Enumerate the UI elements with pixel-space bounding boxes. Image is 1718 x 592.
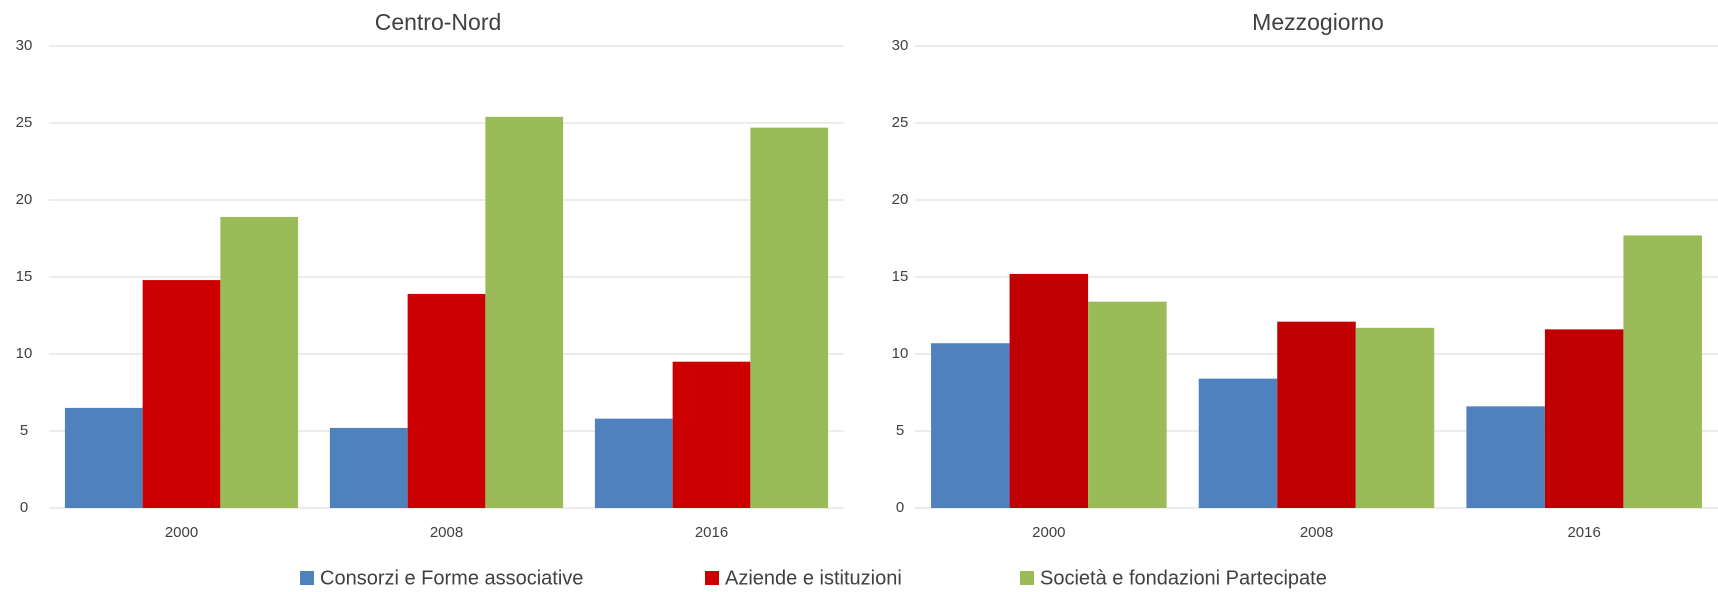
legend-label: Aziende e istituzioni bbox=[725, 567, 902, 589]
chart-title: Mezzogiorno bbox=[1252, 9, 1384, 35]
x-tick-label: 2008 bbox=[1300, 524, 1333, 541]
y-tick-label: 25 bbox=[892, 114, 909, 131]
x-tick-label: 2008 bbox=[430, 524, 463, 541]
bar bbox=[1088, 302, 1167, 508]
bar bbox=[1623, 235, 1702, 508]
y-tick-label: 20 bbox=[16, 191, 33, 208]
bar bbox=[408, 294, 486, 508]
y-tick-label: 10 bbox=[892, 345, 909, 362]
bar bbox=[750, 128, 828, 508]
x-tick-label: 2016 bbox=[695, 524, 728, 541]
legend-label: Società e fondazioni Partecipate bbox=[1040, 567, 1327, 589]
y-tick-label: 15 bbox=[892, 268, 909, 285]
y-tick-label: 30 bbox=[16, 37, 33, 54]
bar bbox=[931, 343, 1010, 508]
y-tick-label: 0 bbox=[896, 499, 904, 516]
legend-swatch bbox=[705, 571, 719, 585]
y-tick-label: 25 bbox=[16, 114, 33, 131]
chart: Centro-Nord Mezzogiorno 0 5 10 15 20 25 30 2000… bbox=[0, 0, 1718, 592]
bar bbox=[1545, 329, 1624, 508]
y-tick-label: 30 bbox=[892, 37, 909, 54]
x-tick-label: 2000 bbox=[1032, 524, 1065, 541]
bar bbox=[1277, 322, 1356, 508]
bar bbox=[143, 280, 221, 508]
bar bbox=[1010, 274, 1089, 508]
bar bbox=[595, 419, 673, 508]
y-tick-label: 20 bbox=[892, 191, 909, 208]
bar bbox=[673, 362, 751, 508]
bar bbox=[330, 428, 408, 508]
bar bbox=[220, 217, 298, 508]
bar bbox=[485, 117, 563, 508]
bar bbox=[65, 408, 143, 508]
y-tick-label: 5 bbox=[20, 422, 28, 439]
x-tick-label: 2000 bbox=[165, 524, 198, 541]
legend-label: Consorzi e Forme associative bbox=[320, 567, 583, 589]
y-tick-label: 5 bbox=[896, 422, 904, 439]
x-tick-label: 2016 bbox=[1567, 524, 1600, 541]
chart-title: Centro-Nord bbox=[375, 9, 502, 35]
bar bbox=[1356, 328, 1435, 508]
bar bbox=[1199, 379, 1278, 508]
legend-swatch bbox=[1020, 571, 1034, 585]
y-tick-label: 10 bbox=[16, 345, 33, 362]
y-tick-label: 0 bbox=[20, 499, 28, 516]
y-tick-label: 15 bbox=[16, 268, 33, 285]
bar bbox=[1466, 406, 1545, 508]
legend-swatch bbox=[300, 571, 314, 585]
